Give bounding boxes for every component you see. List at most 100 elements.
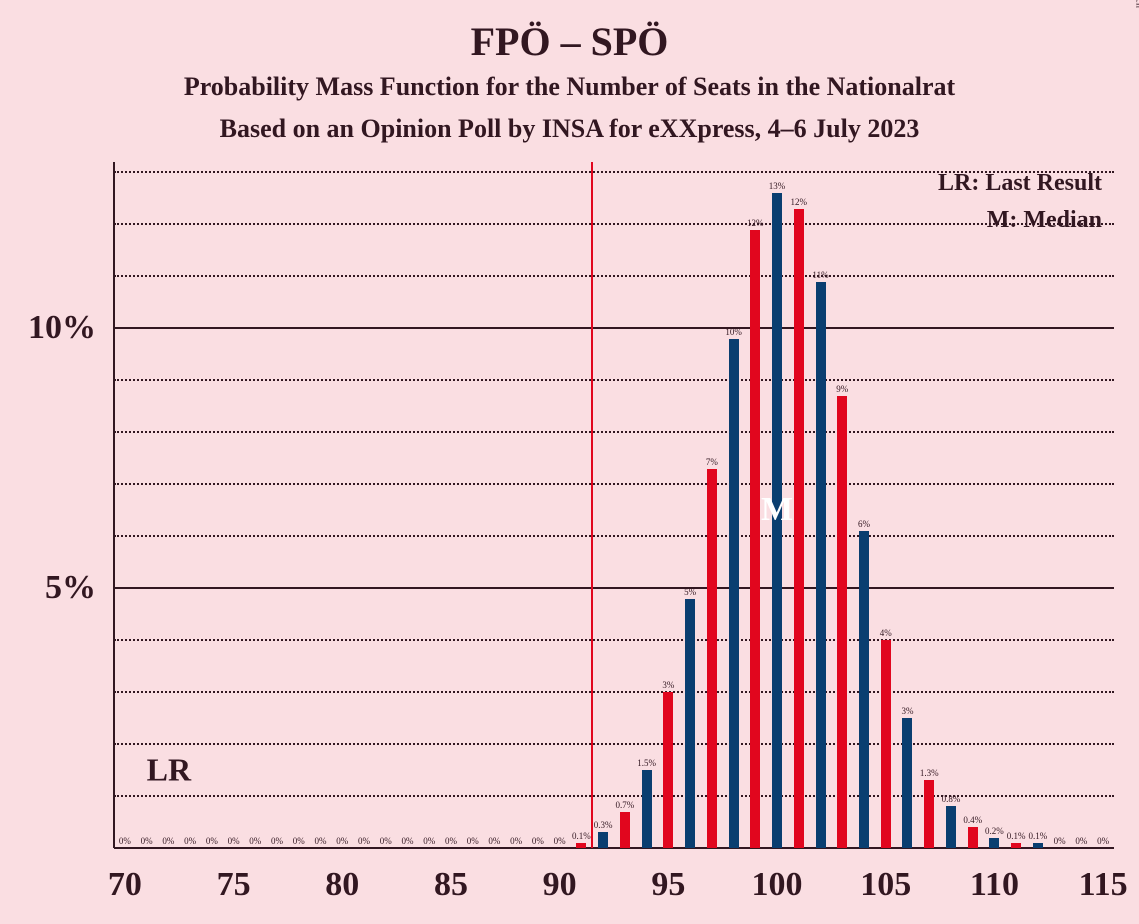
median-mark: M <box>761 491 793 529</box>
x-tick-label: 115 <box>1079 848 1128 904</box>
bar-value-label: 0.7% <box>615 800 634 812</box>
legend: LR: Last Result M: Median <box>938 170 1102 244</box>
gridline-major <box>114 327 1114 329</box>
bar-value-label: 10% <box>725 327 742 339</box>
bar: 3% <box>663 692 673 848</box>
bar-value-label: 0.2% <box>985 826 1004 838</box>
x-tick-label: 90 <box>543 848 577 904</box>
bar-value-label: 0.4% <box>963 815 982 827</box>
bar: 7% <box>707 469 717 848</box>
bar-value-label: 3% <box>662 680 674 692</box>
bar-value-label: 0% <box>119 836 131 848</box>
bar-value-label: 0.1% <box>1029 831 1048 843</box>
bar-value-label: 12% <box>791 197 808 209</box>
bar: 1.5% <box>642 770 652 848</box>
last-result-label: LR <box>147 752 191 789</box>
bar-value-label: 0% <box>206 836 218 848</box>
x-tick-label: 110 <box>970 848 1019 904</box>
bar: 12% <box>794 209 804 848</box>
bar: 3% <box>902 718 912 848</box>
bar: 5% <box>685 599 695 848</box>
last-result-line <box>591 162 593 848</box>
gridline-minor <box>114 275 1114 277</box>
bar-value-label: 3% <box>901 706 913 718</box>
bar-value-label: 0% <box>358 836 370 848</box>
bar-value-label: 0% <box>249 836 261 848</box>
bar: 0.7% <box>620 812 630 848</box>
gridline-minor <box>114 691 1114 693</box>
chart-subtitle-2: Based on an Opinion Poll by INSA for eXX… <box>0 114 1139 144</box>
bar-value-label: 0% <box>162 836 174 848</box>
x-tick-label: 95 <box>651 848 685 904</box>
bar: 0.2% <box>989 838 999 848</box>
bar-value-label: 0% <box>1054 836 1066 848</box>
bar-value-label: 5% <box>684 587 696 599</box>
bar: 0.4% <box>968 827 978 848</box>
bar-value-label: 0% <box>293 836 305 848</box>
bar: 4% <box>881 640 891 848</box>
bar-value-label: 0% <box>1097 836 1109 848</box>
chart-subtitle-1: Probability Mass Function for the Number… <box>0 72 1139 102</box>
bar-value-label: 7% <box>706 457 718 469</box>
bar: 0.3% <box>598 832 608 848</box>
bar-value-label: 0% <box>532 836 544 848</box>
bar-value-label: 0% <box>554 836 566 848</box>
plot-area: 5%10%707580859095100105110115LR0%0%0%0%0… <box>114 162 1114 848</box>
bar-value-label: 12% <box>747 218 764 230</box>
bar-value-label: 0.3% <box>594 820 613 832</box>
gridline-minor <box>114 535 1114 537</box>
y-axis-line <box>113 162 115 848</box>
bar-value-label: 0% <box>271 836 283 848</box>
bar: 0.1% <box>1011 843 1021 848</box>
gridline-minor <box>114 431 1114 433</box>
bar-value-label: 0.8% <box>942 794 961 806</box>
bar: 12% <box>750 230 760 848</box>
gridline-minor <box>114 795 1114 797</box>
bar: 6% <box>859 531 869 848</box>
gridline-minor <box>114 379 1114 381</box>
bar-value-label: 1.5% <box>637 758 656 770</box>
bar-value-label: 0% <box>1075 836 1087 848</box>
y-tick-label: 5% <box>45 569 114 607</box>
bar-value-label: 0% <box>467 836 479 848</box>
legend-lr: LR: Last Result <box>938 170 1102 197</box>
gridline-major <box>114 587 1114 589</box>
bar: 0.1% <box>1033 843 1043 848</box>
bar-value-label: 1.3% <box>920 768 939 780</box>
bar-value-label: 11% <box>812 270 828 282</box>
gridline-minor <box>114 743 1114 745</box>
legend-median: M: Median <box>938 207 1102 234</box>
bar: 11% <box>816 282 826 848</box>
bar-value-label: 0% <box>336 836 348 848</box>
x-tick-label: 105 <box>860 848 911 904</box>
bar-value-label: 0.1% <box>1007 831 1026 843</box>
bar: 9% <box>837 396 847 848</box>
bar: 0.8% <box>946 806 956 848</box>
gridline-minor <box>114 639 1114 641</box>
x-tick-label: 80 <box>325 848 359 904</box>
y-tick-label: 10% <box>28 309 114 347</box>
x-tick-label: 75 <box>217 848 251 904</box>
gridline-minor <box>114 483 1114 485</box>
bar-value-label: 0% <box>141 836 153 848</box>
bar: 1.3% <box>924 780 934 848</box>
chart-title: FPÖ – SPÖ <box>0 18 1139 65</box>
bar-value-label: 0% <box>401 836 413 848</box>
bar-value-label: 0% <box>184 836 196 848</box>
bar-value-label: 0% <box>315 836 327 848</box>
bar-value-label: 13% <box>769 181 786 193</box>
bar-value-label: 0% <box>445 836 457 848</box>
bar: 0.1% <box>576 843 586 848</box>
bar-value-label: 0% <box>228 836 240 848</box>
bar-value-label: 0.1% <box>572 831 591 843</box>
bar-value-label: 4% <box>880 628 892 640</box>
x-tick-label: 70 <box>108 848 142 904</box>
bar-value-label: 0% <box>510 836 522 848</box>
bar: 10% <box>729 339 739 848</box>
bar-value-label: 6% <box>858 519 870 531</box>
bar-value-label: 0% <box>488 836 500 848</box>
bar-value-label: 0% <box>380 836 392 848</box>
gridline-major <box>114 847 1114 849</box>
x-tick-label: 85 <box>434 848 468 904</box>
bar-value-label: 0% <box>423 836 435 848</box>
